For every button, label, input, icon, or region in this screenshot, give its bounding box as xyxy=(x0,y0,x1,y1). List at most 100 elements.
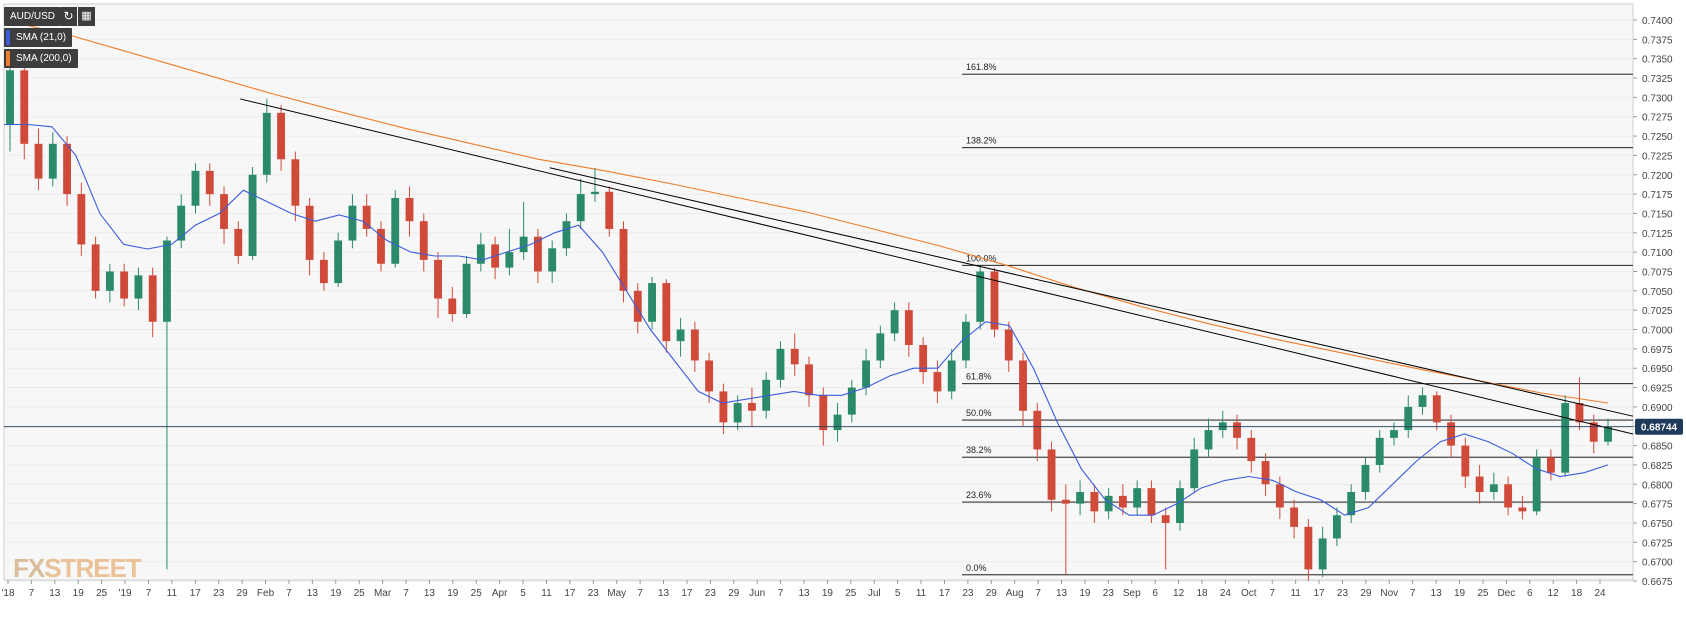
x-tick-label: 11 xyxy=(1290,588,1301,599)
candle-body xyxy=(1332,515,1341,539)
candle-body xyxy=(819,395,828,431)
candle-body xyxy=(1290,507,1299,527)
candle-body xyxy=(833,414,842,431)
candle-body xyxy=(776,348,785,380)
x-tick-label: 18 xyxy=(1571,588,1583,599)
candle-body xyxy=(1233,422,1241,438)
x-tick-label: 25 xyxy=(1477,588,1489,599)
x-tick-label: 13 xyxy=(307,588,319,599)
candle-body xyxy=(548,248,557,272)
candle-body xyxy=(805,364,813,396)
fib-label: 0.0% xyxy=(966,563,987,573)
candle-body xyxy=(904,310,913,345)
x-tick-label: '19 xyxy=(119,588,132,599)
x-tick-label: Nov xyxy=(1380,588,1398,599)
y-tick-label: 0.7000 xyxy=(1642,326,1673,337)
sma200-line xyxy=(3,19,1609,404)
x-tick-label: 17 xyxy=(564,588,576,599)
y-tick-label: 0.6975 xyxy=(1642,345,1673,356)
x-tick-label: Jul xyxy=(868,588,881,599)
candle-body xyxy=(862,360,870,388)
candle-body xyxy=(1133,488,1142,508)
sma21-line xyxy=(4,123,1609,516)
x-tick-label: 17 xyxy=(939,588,951,599)
sma21-swatch xyxy=(6,30,10,45)
x-tick-label: 13 xyxy=(49,588,61,599)
refresh-icon[interactable]: ↻ xyxy=(60,7,77,26)
candle-body xyxy=(1033,410,1042,450)
candle-body xyxy=(1418,395,1427,407)
candle-body xyxy=(1090,492,1099,512)
x-tick-label: 29 xyxy=(986,588,998,599)
candle-body xyxy=(1404,406,1413,431)
legend-sma21[interactable]: SMA (21,0) xyxy=(4,28,73,47)
y-tick-label: 0.7100 xyxy=(1642,248,1673,259)
symbol-badge[interactable]: AUD/USD xyxy=(4,7,60,26)
y-tick-label: 0.7200 xyxy=(1642,171,1673,182)
candle-body xyxy=(476,244,485,264)
candle-body xyxy=(1218,422,1227,431)
x-tick-label: 7 xyxy=(286,588,292,599)
fib-label: 161.8% xyxy=(966,62,997,72)
candle-body xyxy=(163,240,171,322)
y-tick-label: 0.6675 xyxy=(1642,577,1673,588)
candle-body xyxy=(1147,488,1156,516)
candle-body xyxy=(633,290,642,322)
x-tick-label: 7 xyxy=(1035,588,1041,599)
candle-body xyxy=(1461,445,1470,477)
x-tick-label: 19 xyxy=(330,588,342,599)
candle-body xyxy=(1489,484,1498,493)
candle-body xyxy=(277,112,286,160)
x-tick-label: 13 xyxy=(1056,588,1068,599)
x-tick-label: 7 xyxy=(403,588,409,599)
y-tick-label: 0.7050 xyxy=(1642,287,1673,298)
candle-body xyxy=(1318,538,1327,570)
candle-body xyxy=(191,170,200,206)
fib-label: 61.8% xyxy=(966,372,992,382)
x-tick-label: 13 xyxy=(424,588,436,599)
candle-body xyxy=(1361,464,1370,493)
candle-body xyxy=(648,283,656,322)
calendar-icon[interactable]: ▦ xyxy=(78,7,95,26)
y-tick-label: 0.6750 xyxy=(1642,519,1673,530)
fib-label: 23.6% xyxy=(966,490,992,500)
x-tick-label: 19 xyxy=(73,588,85,599)
candle-body xyxy=(947,360,956,392)
y-tick-label: 0.7400 xyxy=(1642,16,1673,27)
candle-body xyxy=(1247,437,1256,462)
x-tick-label: 13 xyxy=(658,588,670,599)
candle-body xyxy=(1304,526,1313,570)
candle-body xyxy=(77,194,86,245)
x-tick-label: 25 xyxy=(354,588,366,599)
x-tick-label: 29 xyxy=(728,588,740,599)
y-tick-label: 0.7150 xyxy=(1642,209,1673,220)
y-tick-label: 0.6900 xyxy=(1642,403,1673,414)
y-tick-label: 0.7325 xyxy=(1642,74,1673,85)
candle-body xyxy=(1447,422,1455,446)
candle-body xyxy=(1561,403,1570,473)
x-tick-label: 5 xyxy=(520,588,526,599)
candle-body xyxy=(405,197,414,222)
candle-body xyxy=(448,298,457,315)
x-tick-label: 19 xyxy=(822,588,834,599)
candle-body xyxy=(105,271,114,291)
legend-sma200[interactable]: SMA (200,0) xyxy=(4,49,78,68)
candle-body xyxy=(1261,461,1270,485)
candle-body xyxy=(319,259,328,284)
candle-body xyxy=(334,240,343,284)
candle-body xyxy=(919,344,928,373)
x-tick-label: 17 xyxy=(681,588,693,599)
candle-body xyxy=(20,70,29,144)
y-tick-label: 0.6700 xyxy=(1642,558,1673,569)
x-tick-label: 17 xyxy=(1313,588,1325,599)
candle-body xyxy=(348,205,357,241)
x-tick-label: 7 xyxy=(146,588,152,599)
candle-body xyxy=(1575,403,1584,423)
candle-body xyxy=(434,259,442,299)
x-tick-label: 7 xyxy=(1269,588,1275,599)
logo-part-fx: FX xyxy=(13,553,45,583)
x-tick-label: 7 xyxy=(637,588,643,599)
y-tick-label: 0.7175 xyxy=(1642,190,1673,201)
candle-body xyxy=(748,403,756,411)
